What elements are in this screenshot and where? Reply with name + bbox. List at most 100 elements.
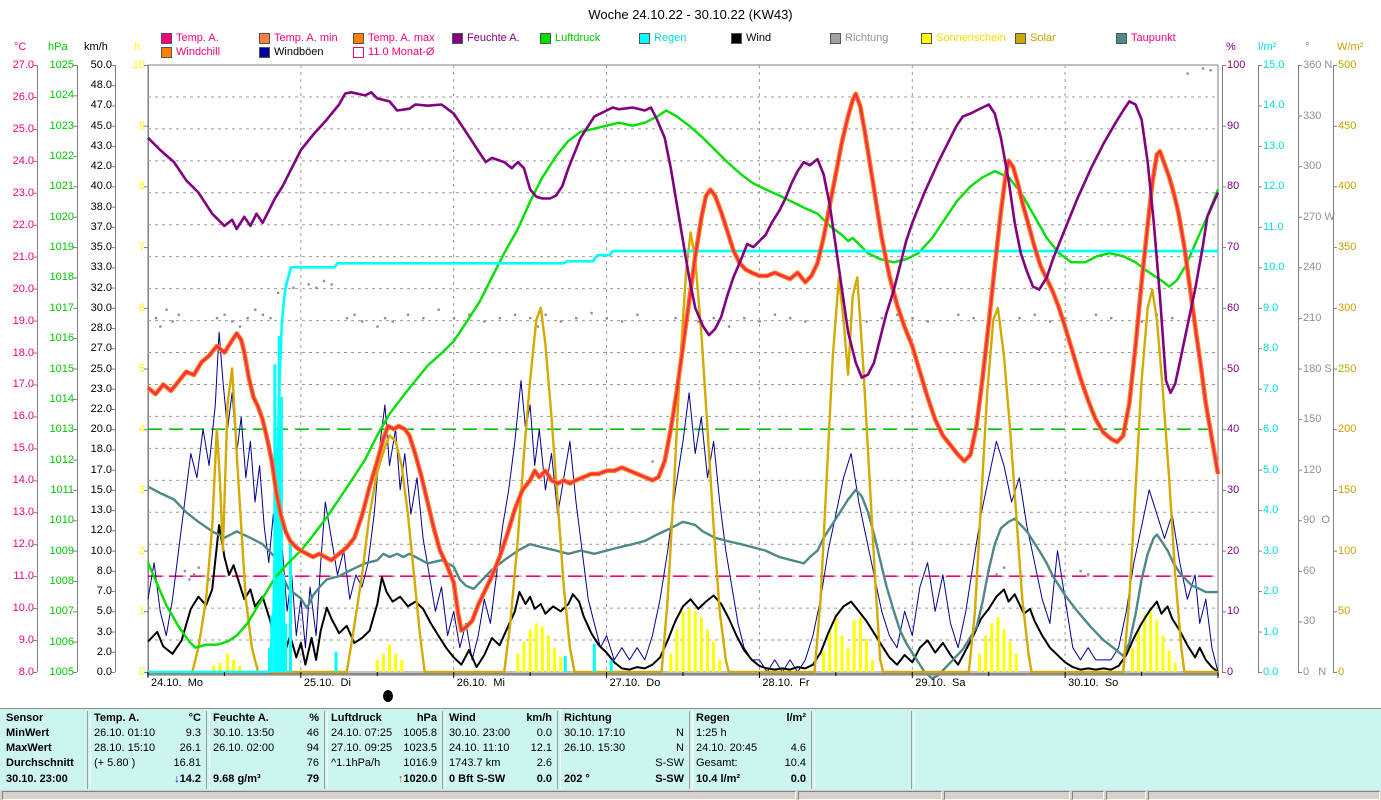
sunshine-bar	[984, 635, 988, 672]
direction-dot	[437, 308, 440, 311]
tick-label-degC: 22.0	[12, 218, 34, 231]
status-bar-segment-0	[2, 791, 796, 800]
direction-dot	[376, 325, 379, 328]
direction-dot	[361, 320, 364, 323]
direction-dot	[1079, 569, 1082, 573]
direction-dot	[406, 313, 410, 316]
direction-dot	[498, 316, 501, 320]
tick-label-hpa: 1014	[49, 392, 74, 405]
rain-bar	[279, 396, 283, 672]
tick-label-kmh: 50.0	[90, 59, 112, 71]
stat-row-label: 30.10. 23:00	[6, 773, 68, 785]
x-day-label: 29.10. Sa	[915, 677, 966, 689]
tick-label-hpa: 1018	[49, 271, 74, 284]
stat-avg-time: (+ 5.80 )	[94, 757, 136, 769]
stat-min-time: 24.10. 07:25	[331, 727, 393, 739]
stat-min-value: N	[676, 727, 684, 739]
stat-col-header: Regen	[696, 712, 730, 724]
stat-col-header: Luftdruck	[331, 712, 382, 724]
tick-label-deg: 0 N	[1303, 666, 1327, 678]
legend-label: Luftdruck	[555, 32, 601, 44]
direction-dot	[529, 316, 532, 320]
stat-min-value: 0.0	[536, 727, 552, 739]
legend-color-box	[1116, 32, 1127, 44]
stat-avg-value: 10.4	[784, 757, 806, 769]
tick-label-degC: 16.0	[12, 410, 34, 423]
direction-dot	[1140, 320, 1143, 323]
sunshine-bar	[822, 650, 826, 672]
tick-label-kmh: 38.0	[90, 200, 112, 213]
x-day-label: 27.10. Do	[609, 677, 661, 689]
stat-separator	[324, 711, 328, 789]
stat-max-value: N	[676, 742, 684, 754]
sunshine-bar	[1002, 629, 1006, 672]
tick-label-kmh: 5.0	[96, 605, 112, 618]
tick-label-degC: 9.0	[18, 634, 34, 647]
tick-label-kmh: 30.0	[90, 301, 112, 314]
tick-label-hpa: 1023	[49, 119, 74, 132]
legend-color-box	[161, 46, 172, 58]
legend-label: Wind	[746, 32, 772, 44]
tick-label-pct: 30	[1227, 483, 1240, 496]
sunshine-bar	[1137, 629, 1141, 672]
stats-table: Sensor MinWert MaxWert Durchschnitt 30.10. 2…	[0, 708, 1381, 792]
stat-col-unit: l/m²	[786, 712, 806, 724]
tick-label-kmh: 48.0	[90, 79, 112, 92]
direction-dot	[188, 578, 191, 581]
stat-avg-value: S-SW	[655, 757, 684, 769]
tick-label-lm2: 6.0	[1263, 423, 1279, 436]
direction-dot	[202, 574, 205, 578]
legend-label: Temp. A. min	[274, 32, 338, 44]
tick-label-kmh: 12.0	[90, 524, 112, 537]
tick-label-lm2: 14.0	[1263, 99, 1285, 112]
tick-label-degC: 24.0	[12, 154, 34, 167]
direction-dot	[383, 316, 387, 320]
tick-label-h: 1	[138, 605, 145, 618]
x-day-label: 28.10. Fr	[762, 677, 810, 689]
stat-avg-time: Gesamt:	[696, 757, 738, 769]
stat-max-time: 24.10. 20:45	[696, 742, 758, 754]
stat-cur-value: ↓14.2	[174, 773, 201, 785]
status-bar-segment-4	[1106, 791, 1146, 800]
direction-dot	[276, 291, 280, 295]
plot-area[interactable]	[148, 65, 1218, 672]
sunshine-bar	[840, 635, 844, 672]
direction-dot	[192, 573, 196, 576]
rain-bar	[282, 574, 286, 672]
tick-label-wm2: 0	[1338, 666, 1345, 678]
moon-phase-icon	[382, 690, 393, 702]
stat-separator	[811, 711, 815, 789]
tick-label-hpa: 1022	[49, 150, 74, 163]
legend-color-box	[353, 32, 364, 44]
sunshine-bar	[705, 629, 709, 672]
direction-dot	[926, 320, 929, 323]
legend-item-11-0-monat-: 11.0 Monat-Ø	[353, 46, 434, 58]
direction-dot	[165, 308, 168, 311]
sunshine-bar	[990, 623, 994, 672]
legend-color-box	[452, 32, 463, 44]
direction-dot	[183, 569, 187, 573]
sunshine-bar	[1143, 614, 1147, 672]
tick-label-hpa: 1019	[49, 241, 74, 254]
legend-color-box	[161, 32, 172, 44]
stat-cur-value: S-SW	[655, 773, 684, 785]
tick-label-deg: 30	[1303, 615, 1316, 628]
sunshine-bar	[1014, 653, 1018, 672]
legend-color-box	[639, 32, 650, 44]
sunshine-bar	[1149, 611, 1153, 672]
direction-dot	[513, 313, 517, 316]
sunshine-bar	[212, 665, 216, 672]
tick-label-wm2: 150	[1338, 483, 1357, 496]
tick-label-hpa: 1016	[49, 332, 74, 345]
legend-label: Temp. A.	[176, 32, 219, 44]
legend-color-box	[1015, 32, 1026, 44]
stat-col-header: Richtung	[564, 712, 612, 724]
tick-label-hpa: 1008	[49, 574, 74, 587]
direction-dot	[1064, 316, 1067, 320]
legend-label: Regen	[654, 32, 687, 44]
tick-label-degC: 19.0	[12, 314, 34, 327]
direction-dot	[972, 316, 975, 320]
stat-separator	[911, 711, 915, 789]
sunshine-bar	[871, 659, 875, 672]
direction-dot	[789, 316, 792, 320]
